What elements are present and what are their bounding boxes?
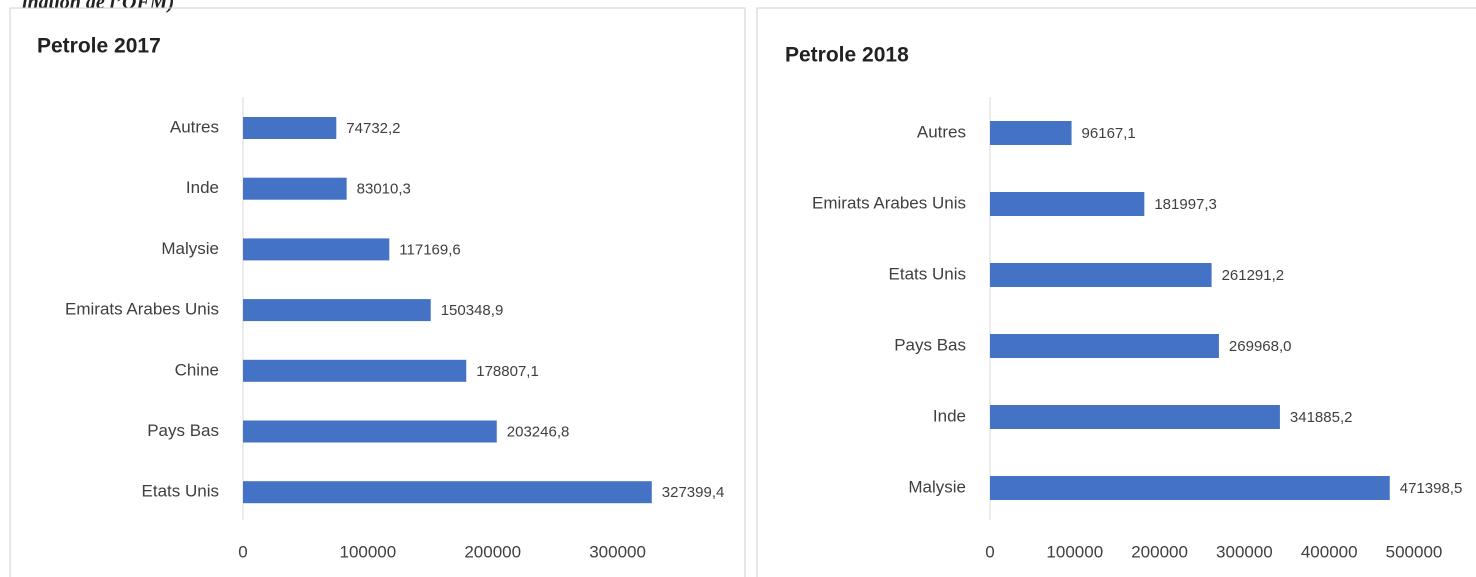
x-tick-label: 0 <box>238 542 247 561</box>
chart-title: Petrole 2017 <box>37 35 161 58</box>
y-tick-label: Pays Bas <box>894 335 966 354</box>
x-tick-label: 200000 <box>464 542 521 561</box>
x-tick-label: 300000 <box>589 542 646 561</box>
y-tick-label: Etats Unis <box>889 264 966 283</box>
bar <box>243 359 467 382</box>
chart-frame <box>9 7 746 577</box>
bar <box>243 299 431 322</box>
data-label: 327399,4 <box>662 484 725 501</box>
y-tick-label: Malysie <box>161 239 219 258</box>
bar <box>990 263 1212 287</box>
data-label: 261291,2 <box>1222 267 1285 284</box>
x-tick-label: 300000 <box>1216 542 1273 561</box>
x-tick-label: 0 <box>985 542 994 561</box>
x-tick-label: 100000 <box>1046 542 1103 561</box>
y-tick-label: Autres <box>170 117 219 136</box>
bar <box>243 177 347 200</box>
bar <box>243 481 652 504</box>
data-label: 96167,1 <box>1082 125 1136 142</box>
y-tick-label: Inde <box>186 178 219 197</box>
x-tick-label: 200000 <box>1131 542 1188 561</box>
chart-frame <box>756 7 1476 577</box>
bar <box>243 238 390 261</box>
y-tick-label: Pays Bas <box>147 421 219 440</box>
y-tick-label: Inde <box>933 406 966 425</box>
data-label: 83010,3 <box>357 181 411 198</box>
bar <box>990 334 1219 358</box>
data-label: 117169,6 <box>399 241 460 258</box>
data-label: 269968,0 <box>1229 338 1292 355</box>
data-label: 203246,8 <box>507 423 570 440</box>
chart-title: Petrole 2018 <box>785 44 909 67</box>
data-label: 471398,5 <box>1400 480 1463 497</box>
y-tick-label: Emirats Arabes Unis <box>812 193 966 212</box>
data-label: 150348,9 <box>441 302 504 319</box>
data-label: 341885,2 <box>1290 409 1353 426</box>
bar <box>243 117 337 139</box>
bar <box>990 405 1280 429</box>
y-tick-label: Emirats Arabes Unis <box>65 300 219 319</box>
y-tick-label: Autres <box>917 122 966 141</box>
y-tick-label: Malysie <box>908 477 966 496</box>
bar <box>990 192 1145 216</box>
x-tick-label: 400000 <box>1301 542 1358 561</box>
bar <box>243 420 497 443</box>
x-tick-label: 500000 <box>1386 542 1443 561</box>
caption: ination de l’OFM) <box>22 0 174 14</box>
data-label: 178807,1 <box>476 363 539 380</box>
y-tick-label: Etats Unis <box>142 482 219 501</box>
data-label: 181997,3 <box>1154 196 1217 213</box>
data-label: 74732,2 <box>346 120 400 137</box>
y-tick-label: Chine <box>175 360 219 379</box>
x-tick-label: 100000 <box>339 542 396 561</box>
bar <box>990 121 1072 145</box>
bar <box>990 476 1390 500</box>
